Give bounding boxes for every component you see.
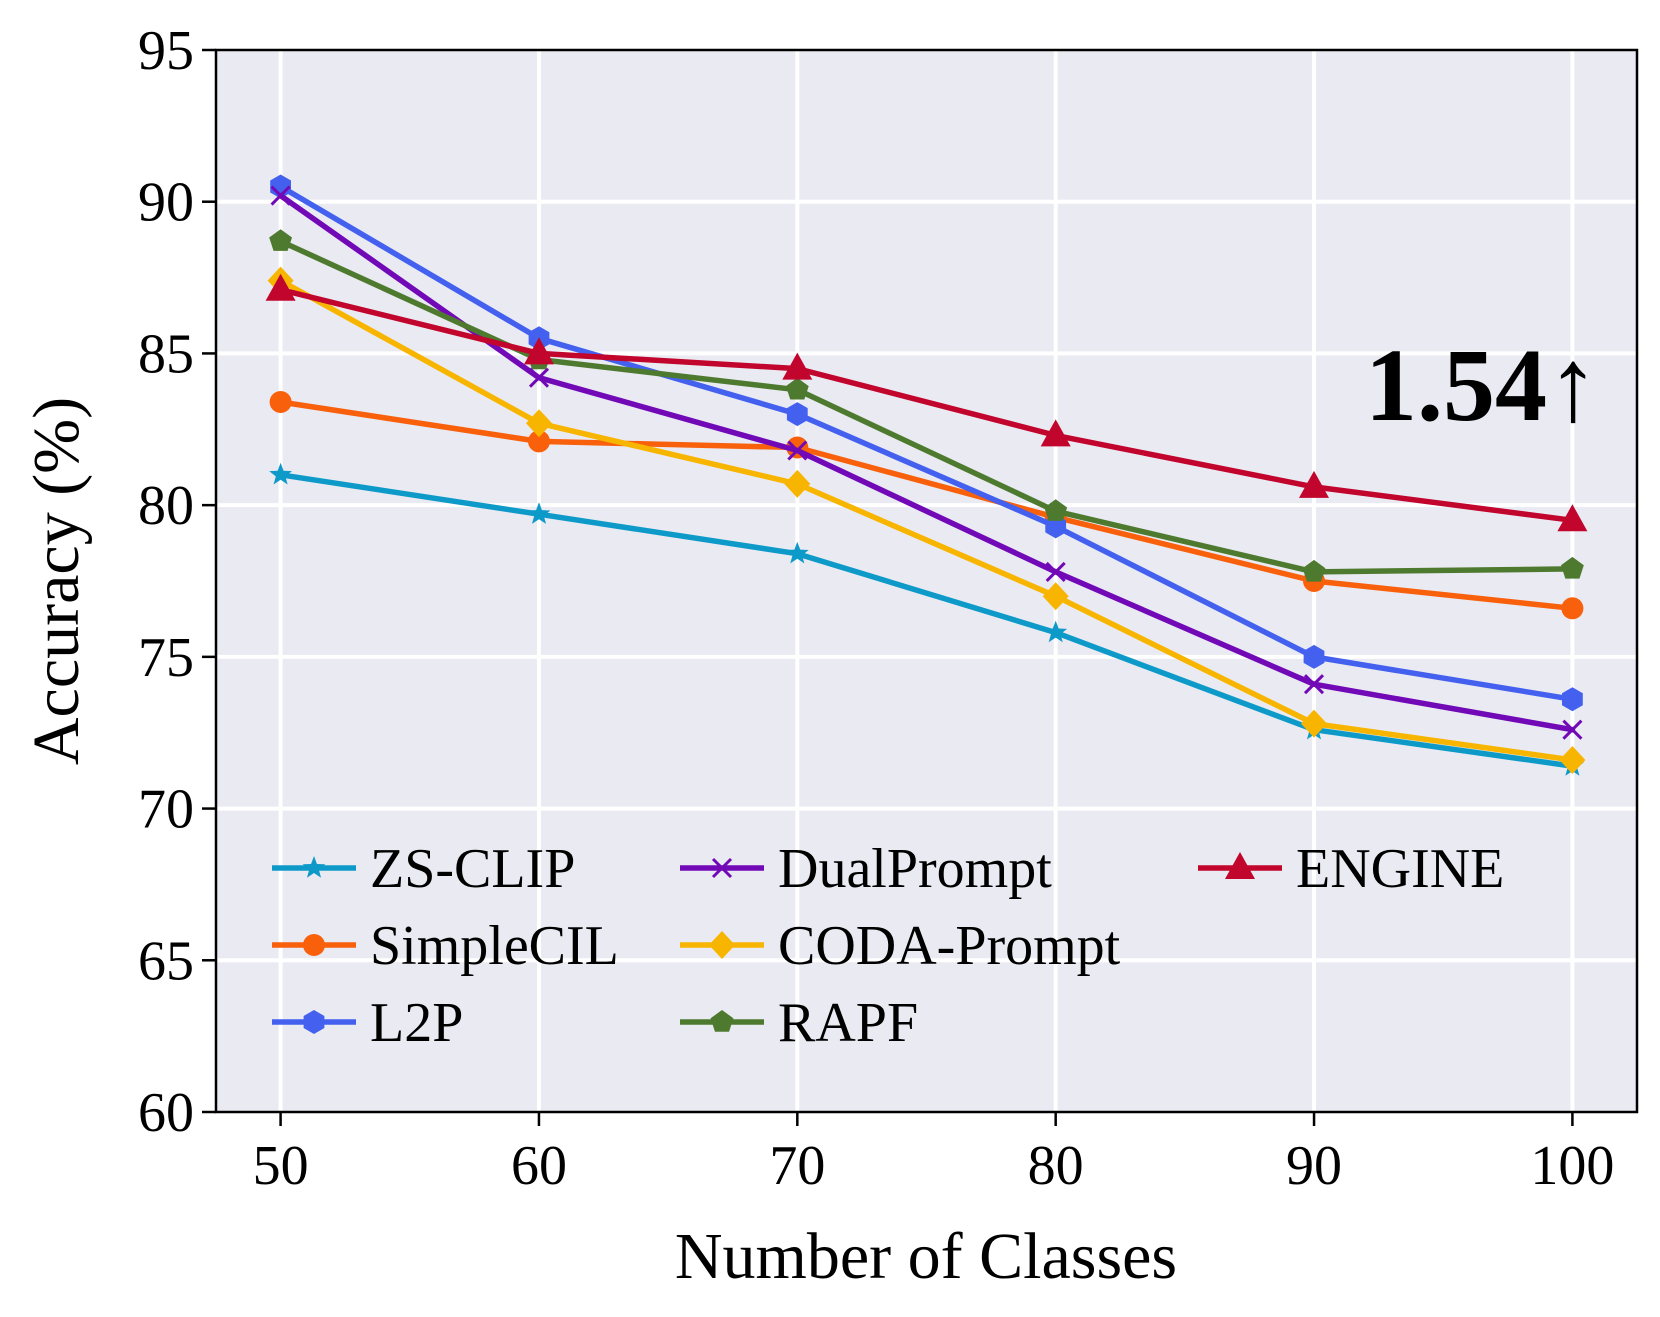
improvement-annotation: 1.54↑ bbox=[1365, 328, 1599, 443]
legend-marker bbox=[709, 931, 735, 959]
legend-marker bbox=[303, 1010, 325, 1034]
data-point bbox=[784, 469, 811, 498]
y-tick-label: 70 bbox=[138, 779, 194, 841]
y-tick-label: 90 bbox=[138, 172, 194, 234]
legend-entry-dualprompt: DualPrompt bbox=[680, 838, 1052, 900]
series-line bbox=[277, 277, 1576, 763]
data-point bbox=[1301, 709, 1327, 738]
legend-label: DualPrompt bbox=[778, 838, 1052, 900]
plot-frame bbox=[214, 48, 1639, 1114]
data-point bbox=[787, 440, 808, 461]
plot-background bbox=[216, 50, 1637, 1112]
series-layer bbox=[265, 174, 1588, 776]
legend-entry-simplecil: SimpleCIL bbox=[272, 915, 619, 977]
legend-marker bbox=[303, 934, 325, 956]
series-l2p bbox=[270, 174, 1583, 712]
legend-label: ZS-CLIP bbox=[370, 838, 575, 900]
y-tick-label: 95 bbox=[138, 20, 194, 82]
series-line bbox=[277, 238, 1576, 575]
data-point bbox=[1561, 597, 1584, 620]
data-point bbox=[269, 391, 292, 413]
series-dualprompt bbox=[270, 185, 1583, 740]
legend-entry-l2p: L2P bbox=[272, 992, 463, 1054]
legend-label: SimpleCIL bbox=[370, 915, 619, 977]
data-point bbox=[527, 502, 551, 524]
data-point bbox=[269, 229, 293, 251]
legend-entry-rapf: RAPF bbox=[680, 992, 918, 1054]
data-point bbox=[1562, 687, 1583, 712]
legend-label: ENGINE bbox=[1296, 838, 1504, 900]
legend-marker bbox=[710, 1010, 734, 1032]
series-line bbox=[277, 399, 1576, 612]
data-point bbox=[1303, 644, 1325, 669]
data-point bbox=[528, 367, 550, 388]
x-axis-title: Number of Classes bbox=[675, 1220, 1177, 1293]
data-point bbox=[782, 352, 813, 380]
x-tick-label: 90 bbox=[1286, 1135, 1342, 1197]
legend-entry-engine: ENGINE bbox=[1198, 838, 1504, 900]
data-point bbox=[1042, 582, 1069, 611]
series-coda-prompt bbox=[267, 266, 1586, 774]
data-point bbox=[1040, 419, 1071, 447]
y-tick-label: 80 bbox=[138, 475, 194, 537]
y-tick-label: 65 bbox=[138, 930, 194, 992]
gridlines bbox=[216, 50, 1637, 1112]
data-point bbox=[524, 337, 554, 365]
series-line bbox=[277, 183, 1576, 703]
legend-marker bbox=[1225, 852, 1255, 879]
y-tick-label: 75 bbox=[138, 627, 194, 689]
legend-label: CODA-Prompt bbox=[778, 915, 1121, 977]
y-tick-label: 85 bbox=[138, 323, 194, 385]
data-point bbox=[526, 409, 552, 438]
data-point bbox=[269, 462, 293, 485]
legend: ZS-CLIP SimpleCIL L2P DualPrompt CODA-Prompt… bbox=[272, 838, 1504, 1054]
data-point bbox=[1559, 746, 1586, 774]
data-point bbox=[785, 541, 809, 564]
data-point bbox=[1045, 561, 1066, 582]
x-tick-label: 70 bbox=[769, 1135, 825, 1197]
data-point bbox=[1562, 719, 1583, 740]
legend-marker bbox=[302, 856, 326, 878]
y-tick-label: 60 bbox=[138, 1082, 194, 1144]
x-tick-label: 60 bbox=[511, 1135, 567, 1197]
data-point bbox=[785, 377, 809, 400]
data-point bbox=[270, 185, 291, 206]
legend-entry-zs-clip: ZS-CLIP bbox=[272, 838, 575, 900]
data-point bbox=[1299, 470, 1329, 498]
x-tick-label: 100 bbox=[1530, 1135, 1614, 1197]
data-point bbox=[1557, 504, 1588, 532]
series-engine bbox=[265, 273, 1588, 532]
data-point bbox=[1044, 499, 1068, 521]
series-line bbox=[277, 286, 1576, 524]
data-point bbox=[265, 273, 296, 301]
data-point bbox=[528, 430, 550, 453]
legend-label: RAPF bbox=[778, 992, 918, 1054]
data-point bbox=[1560, 556, 1584, 579]
legend-entry-coda-prompt: CODA-Prompt bbox=[680, 915, 1121, 977]
y-axis-title: Accuracy (%) bbox=[20, 397, 93, 765]
legend-marker bbox=[711, 857, 733, 879]
series-line bbox=[277, 472, 1576, 769]
x-tick-label: 80 bbox=[1028, 1135, 1084, 1197]
data-point bbox=[786, 402, 808, 427]
data-point bbox=[1044, 620, 1068, 643]
legend-label: L2P bbox=[370, 992, 463, 1054]
axis-ticks: 50 60 70 80 90 100 60 65 70 75 80 85 90 95 bbox=[138, 20, 1614, 1197]
x-tick-label: 50 bbox=[253, 1135, 309, 1197]
data-point bbox=[1303, 674, 1325, 695]
series-line bbox=[277, 192, 1576, 733]
data-point bbox=[1302, 559, 1326, 582]
